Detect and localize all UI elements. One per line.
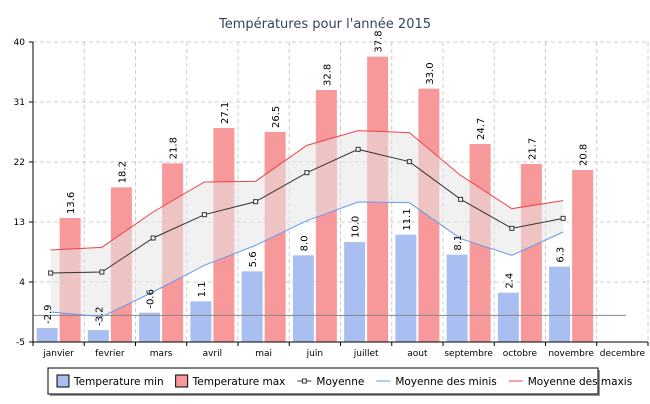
bar-temperature-min [549,266,571,342]
bar-temperature-min [292,255,314,342]
label-temperature-min: -3.2 [94,306,105,326]
label-temperature-max: 32.8 [322,64,333,86]
bar-temperature-min [87,330,109,342]
label-temperature-max: 20.8 [579,144,590,166]
moyenne-marker [509,225,515,231]
label-temperature-max: 21.8 [169,137,180,159]
bar-temperature-min [446,254,468,342]
moyenne-marker [560,215,566,221]
x-tick-label: novembre [548,349,594,359]
label-temperature-max: 37.8 [374,30,385,52]
legend-label: Temperature max [192,376,286,388]
label-temperature-max: 27.1 [220,102,231,124]
moyenne-marker [406,159,412,165]
x-tick-label: octobre [503,349,538,359]
average-band [50,130,564,317]
x-tick-label: janvier [42,349,74,359]
legend-label: Moyenne [316,376,364,388]
label-temperature-min: 2.4 [504,273,515,289]
legend-marker [301,378,307,384]
y-tick-label: 4 [19,278,25,288]
bar-temperature-min [190,301,212,342]
label-temperature-max: 21.7 [527,138,538,160]
bar-temperature-min [344,242,366,342]
y-tick-label: 40 [14,38,26,48]
label-temperature-min: 11.1 [402,208,413,230]
label-temperature-max: 26.5 [271,106,282,128]
x-tick-label: mai [255,349,272,359]
moyenne-marker [304,170,310,176]
x-tick-label: mars [150,349,173,359]
moyenne-marker [48,270,54,276]
moyenne-marker [253,199,259,205]
label-temperature-min: 8.0 [299,235,310,251]
x-tick-label: juillet [353,349,379,359]
bar-temperature-min [497,292,519,342]
label-temperature-min: -0.6 [146,289,157,309]
y-tick-label: 31 [14,98,25,108]
label-temperature-min: 6.3 [556,247,567,263]
label-temperature-max: 13.6 [66,192,77,214]
label-temperature-min: 8.1 [453,235,464,251]
legend-swatch [56,374,70,388]
moyenne-marker [150,235,156,241]
y-tick-label: -5 [16,338,25,348]
legend-label: Moyenne des maxis [528,376,632,388]
label-temperature-min: 1.1 [197,281,208,297]
legend-swatch [175,374,189,388]
line-moyenne-des-maxis [50,130,564,251]
bar-temperature-min [241,271,263,342]
bar-temperature-min [395,234,417,342]
moyenne-marker [99,269,105,275]
x-tick-label: fevrier [95,349,125,359]
x-tick-label: avril [203,349,223,359]
x-tick-label: aout [407,349,428,359]
label-temperature-min: -2.9 [43,304,54,324]
label-temperature-min: 5.6 [248,251,259,267]
label-temperature-min: 10.0 [351,216,362,238]
label-temperature-max: 24.7 [476,118,487,140]
moyenne-marker [458,196,464,202]
legend-label: Moyenne des minis [395,376,496,388]
x-tick-label: juin [306,349,323,359]
x-tick-label: decembre [600,349,646,359]
label-temperature-max: 18.2 [117,161,128,183]
bar-temperature-min [139,312,161,342]
legend-label: Temperature min [73,376,164,388]
bar-temperature-min [36,328,58,342]
label-temperature-max: 33.0 [425,62,436,84]
x-tick-label: septembre [444,349,493,359]
legend-box [47,367,599,395]
moyenne-marker [201,212,207,218]
bar-temperature-max [572,170,594,342]
line-moyenne-des-minis [50,201,564,318]
y-tick-label: 22 [14,158,25,168]
y-tick-label: 13 [14,218,25,228]
chart-title: Températures pour l'année 2015 [218,17,431,32]
moyenne-marker [355,146,361,152]
